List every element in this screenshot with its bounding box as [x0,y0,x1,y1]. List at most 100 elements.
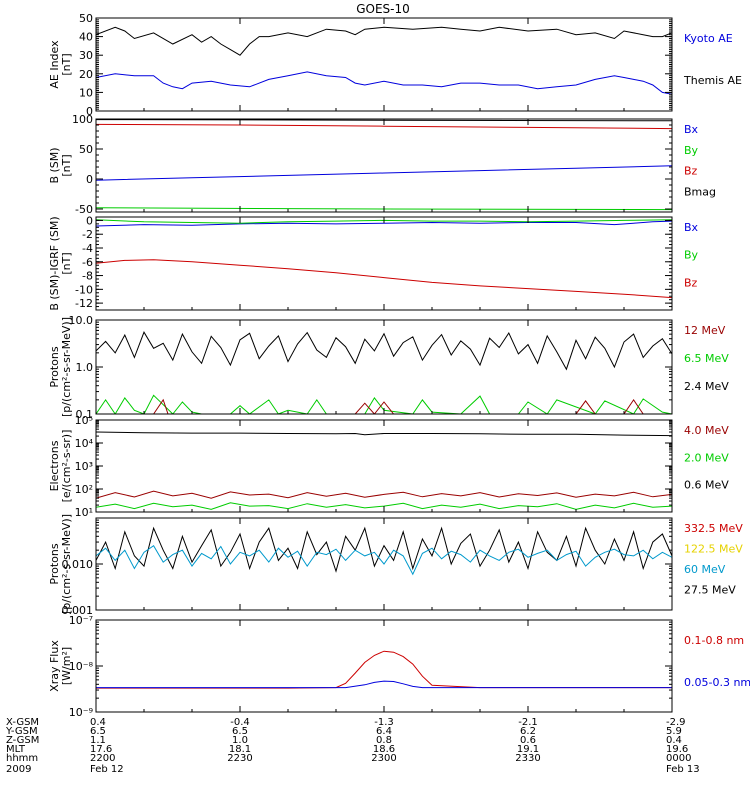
legend-entry: 0.05-0.3 nm [684,676,750,689]
legend-entry: Kyoto AE [684,32,733,45]
x-tick-label: 0.4 [90,717,106,728]
y-tick-label: 0.1 [76,408,94,421]
legend-entry: 122.5 MeV [684,543,743,556]
x-axis-row-label: 2009 [6,764,31,775]
legend-entry: 2.0 MeV [684,451,729,464]
y-tick-label: 0.001 [62,604,94,617]
panel-protons_hi: 0.1 1.0 10.0 Protons [p/(cm²-s-sr-MeV)] 12 Me… [48,314,729,421]
y-tick-label: 10.0 [69,314,94,327]
legend-entry: 2.4 MeV [684,380,729,393]
x-axis-row-label: X-GSM [6,717,39,728]
legend-entry: 27.5 MeV [684,584,736,597]
legend-entry: By [684,249,699,262]
panel-xray: 10⁻⁹ 10⁻⁸ 10⁻⁷ Xray Flux [W/m²] 0.1-0.8 nm 0.0… [48,614,750,719]
legend-entry: 12 MeV [684,324,726,337]
x-tick-label: 6.2 [520,726,536,737]
x-tick-label: -0.4 [230,717,250,728]
y-tick-label: 50 [79,143,93,156]
y-tick-label: 40 [79,31,93,44]
y-tick-label: -8 [82,270,93,283]
y-axis-label: Protons [48,543,61,584]
x-tick-label: 6.4 [376,726,392,737]
y-tick-label: 30 [79,49,93,62]
plot-title: GOES-10 [356,2,410,16]
x-tick-label: 17.6 [90,744,112,755]
x-tick-label: 19.1 [517,744,539,755]
legend-entry: 6.5 MeV [684,352,729,365]
x-tick-label: 0000 [666,753,691,764]
panel-bsm: -50 0 50 100 B (SM) [nT] Bx By Bz Bmag [48,113,716,216]
y-axis-unit: [nT] [60,252,73,274]
y-axis-unit: [p/(cm²-s-sr-MeV)] [60,514,73,614]
x-tick-label: -2.9 [666,717,686,728]
y-tick-label: 10⁻⁹ [69,706,93,719]
y-axis-unit: [W/m²] [60,647,73,685]
y-tick-label: -6 [82,256,93,269]
series-bigrf-bz [96,259,672,299]
series-protons_hi-12-mev [153,398,644,414]
panel-ae: 0 10 20 30 40 50 AE Index [nT] Kyoto AE Themis AE [48,12,742,118]
legend-entry: Bmag [684,185,716,198]
x-tick-label: 6.5 [232,726,248,737]
legend-entry: Bx [684,221,699,234]
x-axis-row-label: Z-GSM [6,735,39,746]
panel-bigrf: 0-2-4-6-8-10-12 B (SM)-IGRF (SM) [nT] Bx By B… [48,214,699,310]
x-tick-label: Feb 12 [90,764,124,775]
x-tick-label: 2330 [515,753,540,764]
y-tick-label: 20 [79,68,93,81]
x-tick-label: 0.4 [666,735,682,746]
x-axis-row-label: hhmm [6,753,38,764]
series-electrons-0-6-mev [96,431,672,437]
y-tick-label: -2 [82,228,93,241]
y-axis-label: B (SM)-IGRF (SM) [48,216,61,310]
series-ae-kyoto-ae [96,26,672,56]
y-tick-label: 10¹ [75,506,93,519]
y-axis-unit: [p/(cm²-s-sr-MeV)] [60,317,73,417]
legend-entry: 0.6 MeV [684,479,729,492]
x-tick-label: -1.3 [374,717,394,728]
y-axis-label: Xray Flux [48,640,61,692]
panel-frame [95,17,673,112]
series-bsm-bz [96,123,672,130]
y-tick-label: 10² [75,483,93,496]
legend-entry: 4.0 MeV [684,424,729,437]
legend-entry: Bz [684,276,698,289]
panel-electrons: 10¹ 10² 10³ 10⁴ 10⁵ Electrons [e/(cm²-s-sr)] 4.… [48,414,729,519]
legend-entry: 0.1-0.8 nm [684,634,744,647]
x-tick-label: -2.1 [518,717,538,728]
legend-entry: Bx [684,123,699,136]
y-axis-unit: [e/(cm²-s-sr)] [60,430,73,503]
x-axis-row-label: Y-GSM [5,726,38,737]
x-tick-label: 2230 [227,753,252,764]
y-tick-label: 10⁴ [75,437,94,450]
series-protons_lo-60-mev [96,544,672,576]
series-bigrf-bx [96,220,672,227]
series-protons_hi-2-4-mev [96,331,672,371]
legend-entry: By [684,144,699,157]
y-axis-label: AE Index [48,40,61,89]
y-axis-label: Protons [48,346,61,387]
y-tick-label: 10 [79,86,93,99]
x-tick-label: 18.6 [373,744,395,755]
panel-frame [95,216,673,311]
y-tick-label: 10⁻⁸ [69,660,94,673]
x-tick-label: 2300 [371,753,396,764]
x-tick-label: 18.1 [229,744,251,755]
x-tick-label: 0.6 [520,735,536,746]
x-axis-row-label: MLT [6,744,26,755]
y-tick-label: -10 [75,283,93,296]
series-protons_lo-332-5-mev [96,526,672,573]
legend-entry: 60 MeV [684,563,726,576]
panel-frame [95,619,673,713]
x-tick-label: Feb 13 [666,764,700,775]
panel-frame [95,118,673,213]
y-axis-label: Electrons [48,440,61,491]
y-tick-label: -12 [75,297,93,310]
y-tick-label: 10⁻⁷ [69,614,93,627]
series-xray-0-1-0-8-nm [96,650,672,689]
x-tick-label: 1.1 [90,735,106,746]
